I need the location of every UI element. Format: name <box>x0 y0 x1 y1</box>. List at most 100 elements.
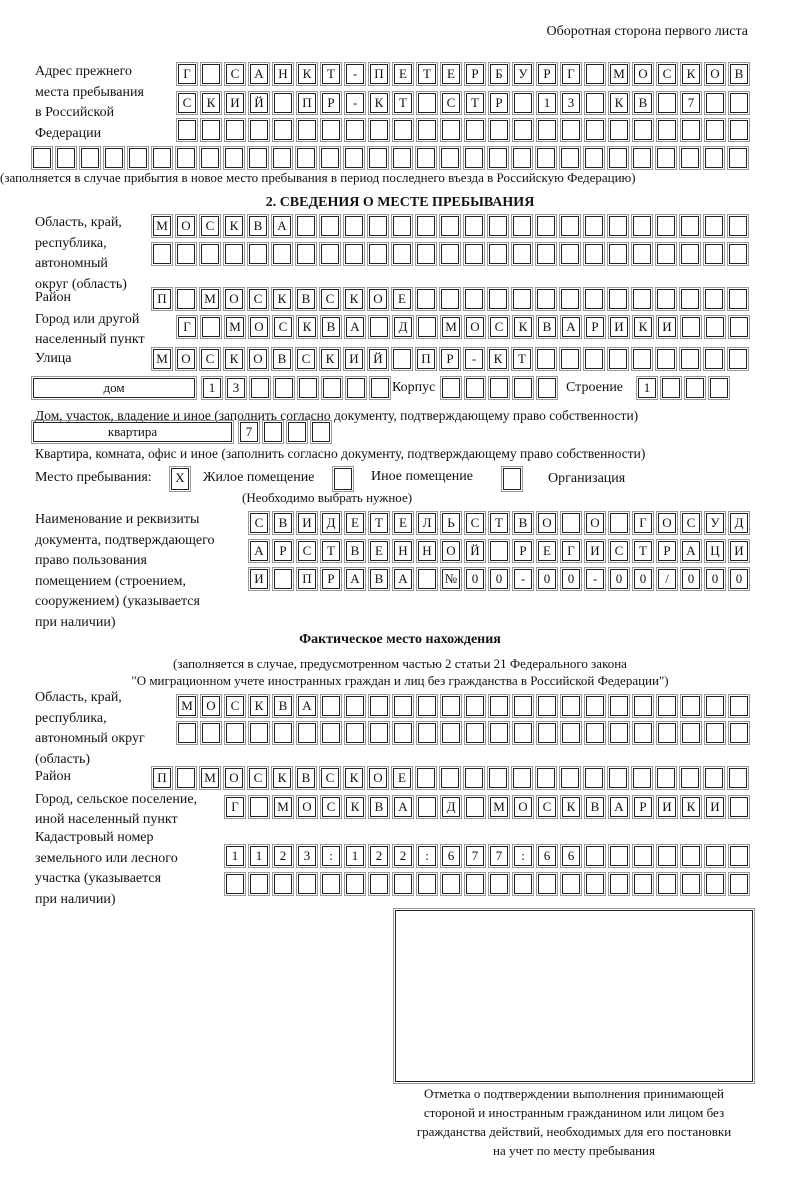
cadastre-cell[interactable] <box>728 844 750 868</box>
korpus-cell[interactable] <box>536 376 558 400</box>
city-cell[interactable]: М <box>440 315 462 339</box>
prev-address-cell[interactable] <box>271 146 293 170</box>
actual-region-cell[interactable] <box>320 721 342 745</box>
district-cell[interactable]: О <box>367 287 389 311</box>
region-cell[interactable]: С <box>199 214 221 238</box>
actual-region-cell[interactable] <box>536 694 558 718</box>
prev-address-cell[interactable]: Т <box>320 62 342 86</box>
city-cell[interactable] <box>704 315 726 339</box>
prev-address-cell[interactable] <box>224 118 246 142</box>
actual-region-cell[interactable] <box>368 694 390 718</box>
prev-address-cell[interactable]: Т <box>416 62 438 86</box>
city-cell[interactable]: Г <box>176 315 198 339</box>
actual-city-cell[interactable]: С <box>536 795 558 819</box>
region-cell[interactable]: В <box>247 214 269 238</box>
cadastre-cell[interactable]: 1 <box>248 844 270 868</box>
region-cell[interactable]: К <box>223 214 245 238</box>
prev-address-cell[interactable] <box>656 118 678 142</box>
actual-region-cell[interactable] <box>344 694 366 718</box>
document-cell[interactable]: О <box>536 511 558 535</box>
actual-region-cell[interactable] <box>248 721 270 745</box>
cadastre-cell[interactable]: 6 <box>536 844 558 868</box>
document-cell[interactable]: / <box>656 567 678 591</box>
stay-checkbox-other[interactable] <box>332 466 354 492</box>
prev-address-cell[interactable] <box>391 146 413 170</box>
region-cell[interactable] <box>223 242 245 266</box>
district-cell[interactable] <box>463 287 485 311</box>
region-cell[interactable] <box>655 214 677 238</box>
actual-district-cell[interactable] <box>463 766 485 790</box>
region-cell[interactable]: М <box>151 214 173 238</box>
prev-address-cell[interactable]: Р <box>464 62 486 86</box>
street-cell[interactable] <box>703 347 725 371</box>
actual-region-cell[interactable] <box>704 721 726 745</box>
prev-address-cell[interactable]: 3 <box>560 91 582 115</box>
document-cell[interactable]: В <box>272 511 294 535</box>
region-cell[interactable] <box>511 214 533 238</box>
prev-address-cell[interactable] <box>127 146 149 170</box>
prev-address-cell[interactable] <box>487 146 509 170</box>
region-cell[interactable] <box>487 242 509 266</box>
prev-address-cell[interactable] <box>344 118 366 142</box>
apartment-cell[interactable]: 7 <box>238 420 260 444</box>
cadastre-cell[interactable] <box>224 872 246 896</box>
document-cell[interactable]: 0 <box>464 567 486 591</box>
street-cell[interactable]: Р <box>439 347 461 371</box>
district-cell[interactable] <box>559 287 581 311</box>
region-cell[interactable] <box>247 242 269 266</box>
region-cell[interactable] <box>535 242 557 266</box>
document-cell[interactable]: С <box>464 511 486 535</box>
prev-address-cell[interactable] <box>223 146 245 170</box>
document-cell[interactable]: П <box>296 567 318 591</box>
prev-address-cell[interactable]: К <box>200 91 222 115</box>
region-cell[interactable] <box>463 214 485 238</box>
document-cell[interactable]: Е <box>368 539 390 563</box>
korpus-cell[interactable] <box>512 376 534 400</box>
actual-district-cell[interactable] <box>559 766 581 790</box>
document-cell[interactable]: И <box>248 567 270 591</box>
actual-district-cell[interactable]: О <box>367 766 389 790</box>
street-cell[interactable] <box>679 347 701 371</box>
cadastre-cell[interactable]: 2 <box>272 844 294 868</box>
district-cell[interactable]: О <box>223 287 245 311</box>
actual-region-cell[interactable] <box>176 721 198 745</box>
document-cell[interactable]: 0 <box>728 567 750 591</box>
actual-region-cell[interactable] <box>656 694 678 718</box>
prev-address-cell[interactable] <box>320 118 342 142</box>
prev-address-cell[interactable]: Т <box>392 91 414 115</box>
document-cell[interactable]: О <box>656 511 678 535</box>
house-cell[interactable] <box>345 376 367 400</box>
house-cell[interactable]: 1 <box>201 376 223 400</box>
document-cell[interactable] <box>488 539 510 563</box>
prev-address-cell[interactable] <box>79 146 101 170</box>
actual-region-cell[interactable] <box>440 721 462 745</box>
actual-city-cell[interactable]: М <box>272 795 294 819</box>
document-cell[interactable]: Е <box>344 511 366 535</box>
prev-address-cell[interactable] <box>272 91 294 115</box>
actual-district-cell[interactable] <box>727 766 749 790</box>
actual-district-cell[interactable]: Е <box>391 766 413 790</box>
document-cell[interactable]: 0 <box>632 567 654 591</box>
actual-district-cell[interactable]: М <box>199 766 221 790</box>
cadastre-cell[interactable] <box>464 872 486 896</box>
cadastre-cell[interactable]: 1 <box>224 844 246 868</box>
document-cell[interactable]: С <box>248 511 270 535</box>
actual-region-cell[interactable] <box>680 694 702 718</box>
document-cell[interactable] <box>272 567 294 591</box>
prev-address-cell[interactable] <box>680 118 702 142</box>
actual-region-cell[interactable]: С <box>224 694 246 718</box>
district-cell[interactable] <box>439 287 461 311</box>
actual-region-cell[interactable]: В <box>272 694 294 718</box>
document-cell[interactable]: Д <box>728 511 750 535</box>
region-cell[interactable] <box>559 214 581 238</box>
cadastre-cell[interactable]: : <box>416 844 438 868</box>
district-cell[interactable]: К <box>343 287 365 311</box>
korpus-cell[interactable] <box>488 376 510 400</box>
korpus-cell[interactable] <box>464 376 486 400</box>
prev-address-cell[interactable]: - <box>344 91 366 115</box>
cadastre-cell[interactable] <box>584 844 606 868</box>
region-cell[interactable] <box>295 242 317 266</box>
actual-region-cell[interactable] <box>584 694 606 718</box>
prev-address-cell[interactable] <box>536 118 558 142</box>
street-cell[interactable]: М <box>151 347 173 371</box>
